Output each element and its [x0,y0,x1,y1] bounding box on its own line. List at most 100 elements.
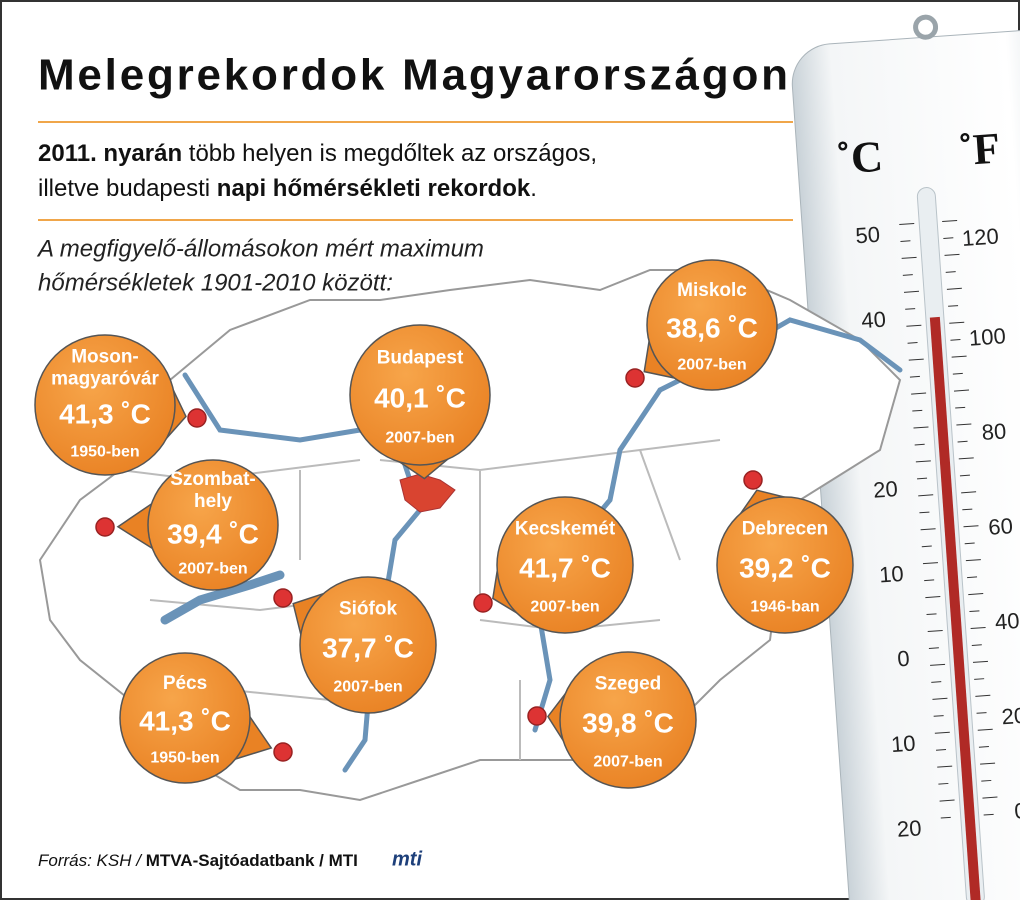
scale-tick [961,491,977,494]
celsius-label: 10 [878,561,904,588]
scale-tick [981,779,992,782]
scale-tick [939,799,955,802]
station-pin [625,368,645,388]
scale-tick [900,240,911,242]
fahrenheit-label: 60 [987,513,1013,540]
celsius-label: 40 [861,307,887,334]
stations: Moson-magyaróvár 41,3 ˚C 1950-ben Budapest 4… [34,259,854,789]
station-name: Miskolc [677,280,747,301]
scale-tick [955,406,966,409]
scale-tick [974,678,985,680]
scale-tick [942,219,958,223]
scale-tick [934,731,950,734]
scale-tick [935,749,947,751]
celsius-label: 20 [872,476,898,503]
station-callout: Siófok 37,7 ˚C 2007-ben [273,576,437,714]
scale-tick [909,375,920,378]
scale-tick [925,596,941,599]
station-temp: 37,7 ˚C [322,632,414,663]
mercury [929,316,981,900]
scale-tick [932,697,948,700]
station-pin [273,742,293,762]
scale-tick [938,782,949,785]
source: Forrás: KSH / MTVA-Sajtóadatbank / MTI [38,851,358,870]
station-pin [527,706,547,726]
celsius-label: 20 [896,815,922,842]
station-pin [473,593,493,613]
station-year: 1946-ban [750,598,819,615]
scale-tick [943,237,954,239]
station-callout: Moson-magyaróvár 41,3 ˚C 1950-ben [34,334,207,476]
intro-part: illetve budapesti [38,175,217,202]
station-name: Budapest [377,348,464,369]
scale-tick [918,494,934,497]
scale-tick [962,508,973,511]
scale-tick [965,559,981,562]
station-pin [743,470,763,490]
scale-tick [971,644,982,646]
scale-tick [912,409,923,412]
station-name: Siófok [339,599,397,620]
scale-tick [975,694,991,697]
callout-bubble [147,459,279,591]
scale-tick [907,342,918,344]
scale-tick [908,358,924,361]
scale-tick [927,629,943,633]
scale-tick [948,305,959,307]
station-name: Pécs [163,673,207,694]
scale-tick [950,339,961,341]
scale-tick [949,321,965,324]
scale-tick [930,663,946,666]
station-callout: Budapest 40,1 ˚C 2007-ben [349,324,491,480]
scale-tick [967,576,978,579]
subtitle-line: A megfigyelő-állomásokon mért maximum [36,235,484,262]
station-name: Debrecen [742,519,829,540]
station-pin [273,588,293,608]
station-name: Szeged [595,674,662,695]
station-year: 2007-ben [178,561,247,578]
station-name: Kecskemét [515,519,616,540]
map [38,269,902,802]
scale-tick [914,443,925,446]
callout-bubble [646,259,778,391]
scale-tick [905,308,916,310]
scale-tick [972,660,988,663]
station-year: 1950-ben [70,444,139,461]
station-temp: 39,2 ˚C [739,552,831,583]
station-name: Szombat- [170,469,256,490]
scale-tick [901,256,917,259]
station-name: Moson- [71,347,139,368]
scale-tick [977,728,993,731]
station-name: magyaróvár [51,369,159,390]
fahrenheit-label: 20 [1001,703,1020,730]
scale-tick [958,457,974,460]
scale-tick [951,355,967,358]
station-callout: Kecskemét 41,7 ˚C 2007-ben [473,496,634,634]
callout-bubble [716,496,854,634]
scale-tick [924,579,935,582]
scale-tick [926,613,937,616]
callout-bubble [119,652,251,784]
station-callout: Miskolc 38,6 ˚C 2007-ben [625,259,778,391]
celsius-unit: ˚C [835,132,885,184]
scale-tick [957,440,968,443]
scale-tick [982,796,998,799]
scale-tick [937,765,953,768]
source-bold: MTVA-Sajtóadatbank / MTI [146,851,358,870]
scale-tick [983,813,994,816]
scale-tick [963,525,979,528]
scale-tick [920,528,936,531]
scale-tick [903,290,920,293]
station-temp: 40,1 ˚C [374,382,466,413]
scale-tick [970,626,986,630]
scale-tick [969,610,980,613]
country-outline [38,269,902,802]
station-temp: 41,3 ˚C [139,705,231,736]
celsius-label: 50 [855,222,881,249]
station-callout: Szombat-hely 39,4 ˚C 2007-ben [95,459,279,591]
fahrenheit-label: 0 [1013,798,1020,824]
scale-tick [953,389,970,392]
